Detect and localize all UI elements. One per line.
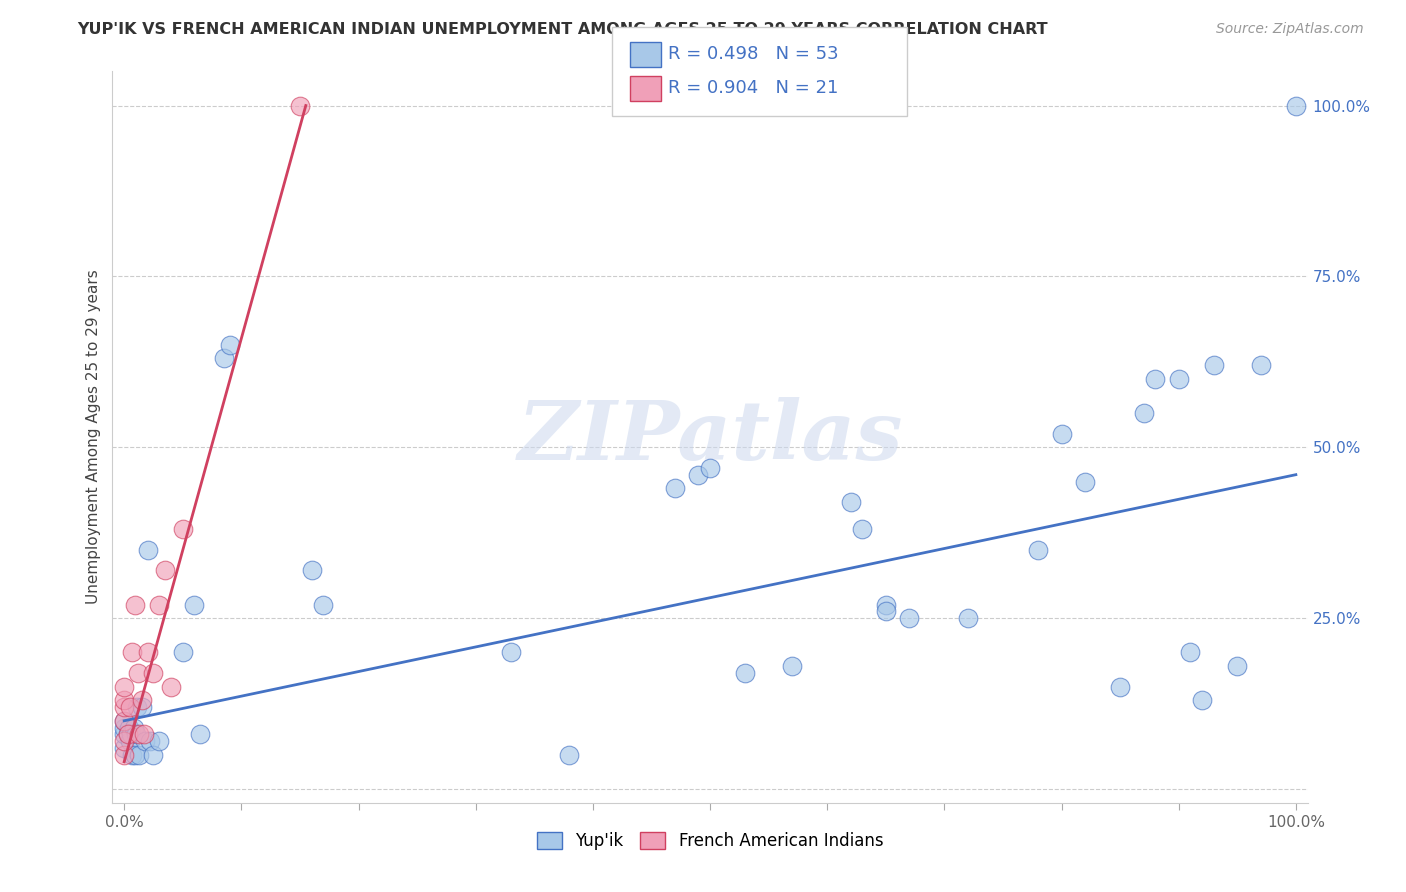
Point [188, 727, 212, 741]
Point [122, 721, 145, 735]
Point [218, 338, 240, 352]
Point [1250, 359, 1272, 373]
Point [127, 665, 149, 680]
Point [124, 598, 146, 612]
Point [136, 542, 159, 557]
Point [139, 734, 162, 748]
Point [1285, 98, 1308, 112]
Point [734, 665, 756, 680]
Point [117, 727, 139, 741]
Point [172, 522, 194, 536]
Point [120, 700, 141, 714]
Point [499, 645, 522, 659]
Point [131, 700, 153, 714]
Point [1144, 372, 1167, 386]
Point [288, 98, 311, 112]
Point [1167, 372, 1189, 386]
Point [1026, 542, 1049, 557]
Point [136, 645, 159, 659]
Point [142, 747, 165, 762]
Point [112, 741, 135, 756]
Point [124, 747, 146, 762]
Point [112, 714, 135, 728]
Text: R = 0.904   N = 21: R = 0.904 N = 21 [668, 79, 838, 97]
Point [558, 747, 581, 762]
Point [839, 495, 862, 509]
Y-axis label: Unemployment Among Ages 25 to 29 years: Unemployment Among Ages 25 to 29 years [86, 269, 101, 605]
Point [664, 481, 686, 495]
Point [1226, 659, 1249, 673]
Point [148, 598, 170, 612]
Point [125, 727, 148, 741]
Point [128, 747, 150, 762]
Point [956, 611, 979, 625]
Point [118, 721, 141, 735]
Text: R = 0.498   N = 53: R = 0.498 N = 53 [668, 45, 838, 63]
Point [112, 734, 135, 748]
Point [155, 563, 177, 577]
Point [875, 604, 897, 618]
Point [851, 522, 873, 536]
Point [112, 693, 135, 707]
Point [127, 700, 149, 714]
Point [212, 351, 235, 366]
Point [898, 611, 921, 625]
Point [134, 734, 156, 748]
Point [112, 747, 135, 762]
Point [112, 714, 135, 728]
Text: YUP'IK VS FRENCH AMERICAN INDIAN UNEMPLOYMENT AMONG AGES 25 TO 29 YEARS CORRELAT: YUP'IK VS FRENCH AMERICAN INDIAN UNEMPLO… [77, 22, 1047, 37]
Point [121, 747, 143, 762]
Point [121, 645, 143, 659]
Point [120, 734, 141, 748]
Point [312, 598, 335, 612]
Point [112, 721, 135, 735]
Text: Source: ZipAtlas.com: Source: ZipAtlas.com [1216, 22, 1364, 37]
Point [699, 460, 721, 475]
Point [148, 734, 170, 748]
Point [1109, 680, 1132, 694]
Point [112, 700, 135, 714]
Point [117, 727, 139, 741]
Point [875, 598, 897, 612]
Point [688, 467, 710, 482]
Point [301, 563, 323, 577]
Point [112, 680, 135, 694]
Point [1180, 645, 1202, 659]
Point [172, 645, 194, 659]
Point [120, 727, 142, 741]
Point [1074, 475, 1097, 489]
Text: ZIPatlas: ZIPatlas [517, 397, 903, 477]
Point [1191, 693, 1213, 707]
Point [128, 727, 150, 741]
Point [1202, 359, 1225, 373]
Point [131, 693, 153, 707]
Point [160, 680, 183, 694]
Point [183, 598, 205, 612]
Point [112, 727, 135, 741]
Point [132, 727, 156, 741]
Point [780, 659, 803, 673]
Point [142, 665, 165, 680]
Legend: Yup'ik, French American Indians: Yup'ik, French American Indians [530, 825, 890, 856]
Point [1132, 406, 1154, 420]
Point [1050, 426, 1073, 441]
